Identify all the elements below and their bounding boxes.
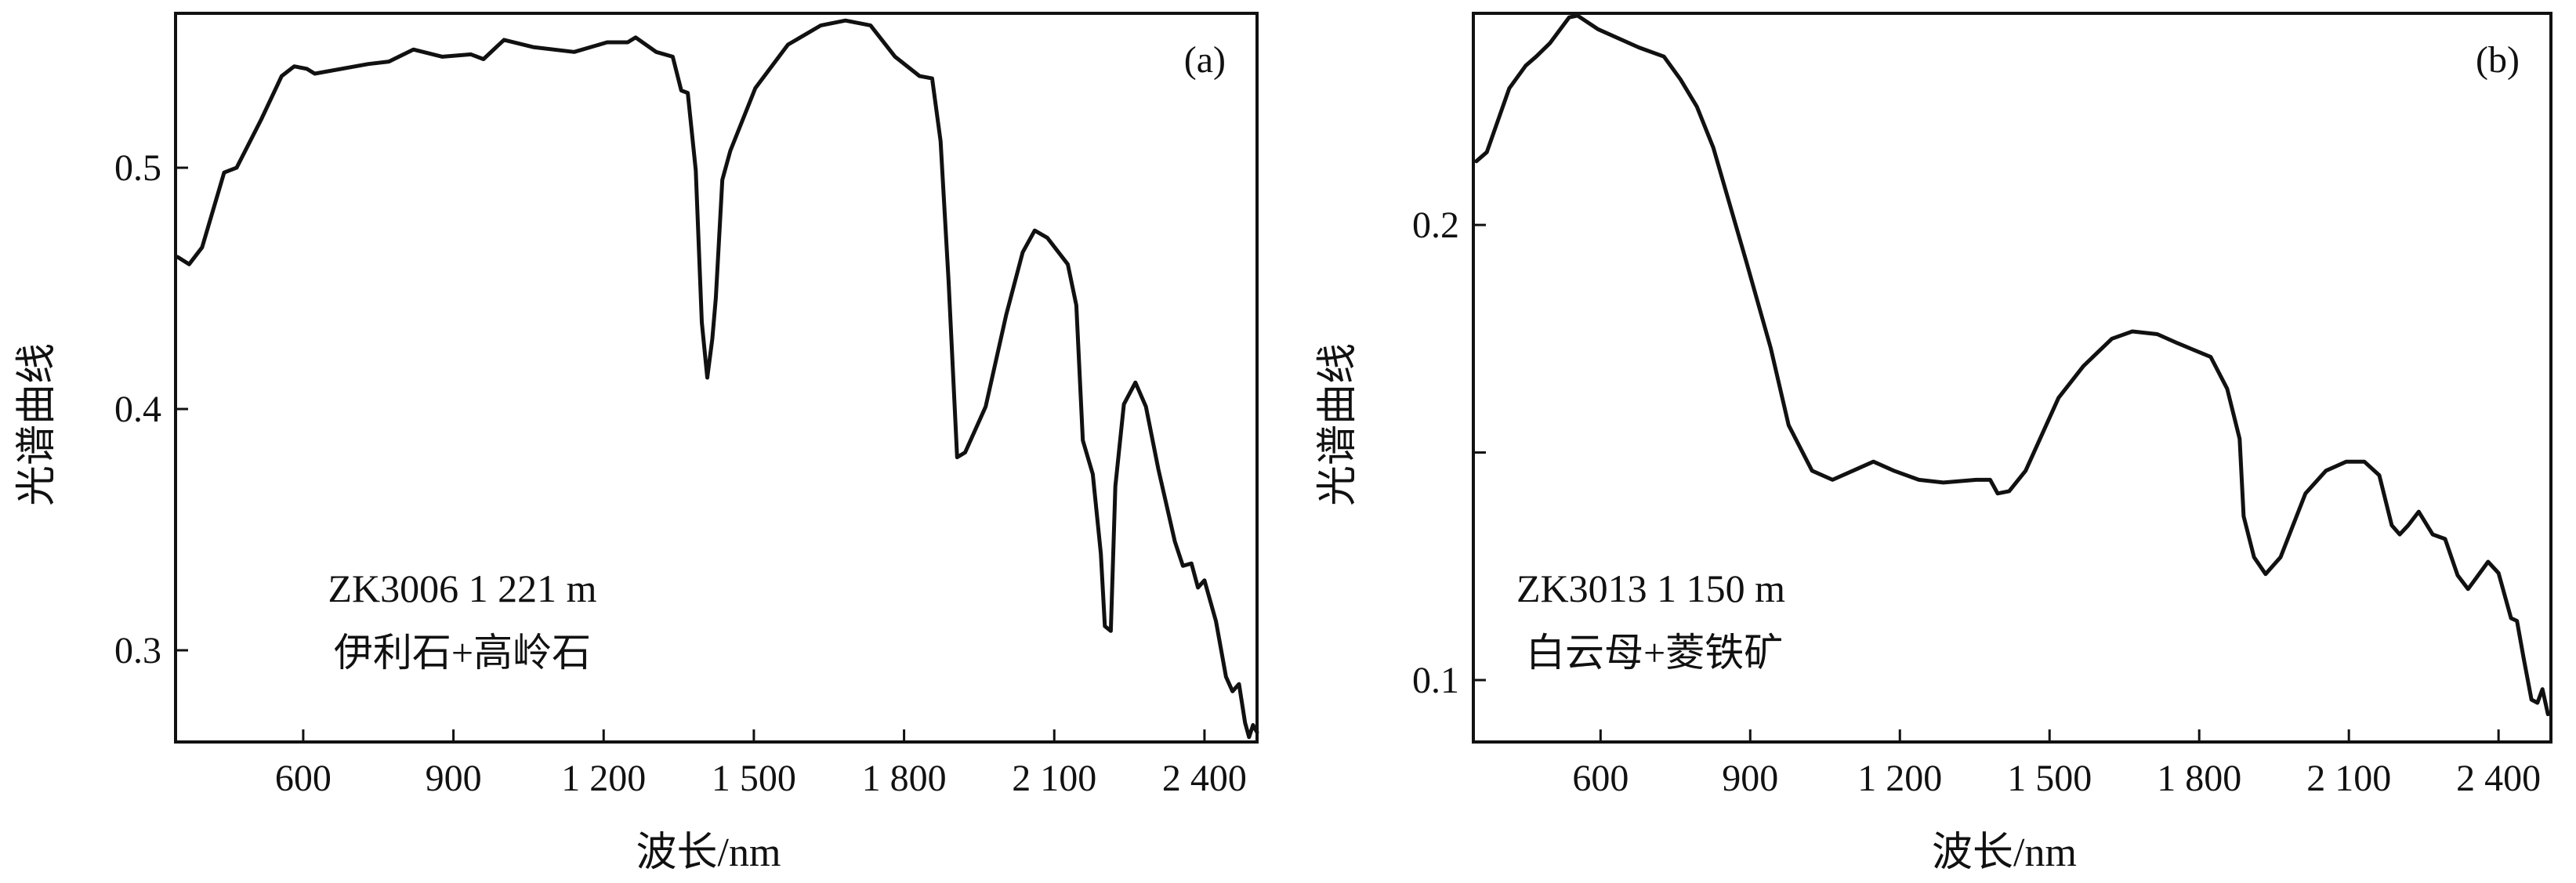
x-tick-label: 2 100 (2306, 758, 2391, 799)
chart-panel-a: 600 900 1 200 1 500 1 800 2 100 2 400 0.3 0.4 0.5… (15, 12, 1259, 875)
sample-annotation: ZK3006 1 221 m (328, 566, 596, 610)
panel-label: (b) (2476, 39, 2520, 81)
x-axis-title: 波长/nm (636, 831, 781, 875)
y-tick-label: 0.2 (1412, 204, 1459, 246)
x-axis-title: 波长/nm (1932, 831, 2077, 875)
y-axis-title: 光谱曲线 (15, 343, 60, 506)
chart-panel-b: 600 900 1 200 1 500 1 800 2 100 2 400 0.1 0.2 (b)… (1316, 12, 2552, 875)
y-tick-label: 0.3 (114, 630, 161, 671)
x-tick-label: 1 500 (2007, 758, 2092, 799)
mineral-annotation: 伊利石+高岭石 (334, 631, 591, 675)
x-tick-label: 1 800 (2157, 758, 2241, 799)
x-tick-label: 2 400 (2456, 758, 2541, 799)
panel-label: (a) (1184, 39, 1226, 81)
spectrum-line (1474, 13, 2550, 717)
x-tick-label: 2 100 (1012, 758, 1096, 799)
x-tick-label: 600 (275, 758, 332, 799)
x-tick-label: 900 (1722, 758, 1778, 799)
y-axis-title: 光谱曲线 (1316, 343, 1360, 506)
y-tick-label: 0.1 (1412, 660, 1459, 701)
spectrum-line (176, 18, 1259, 740)
x-tick-label: 1 800 (862, 758, 947, 799)
x-tick-label: 1 200 (561, 758, 646, 799)
x-tick-label: 600 (1572, 758, 1629, 799)
x-tick-label: 900 (426, 758, 482, 799)
x-tick-label: 2 400 (1162, 758, 1247, 799)
x-tick-label: 1 200 (1857, 758, 1942, 799)
y-tick-label: 0.4 (114, 389, 161, 430)
mineral-annotation: 白云母+菱铁矿 (1526, 631, 1783, 675)
plot-frame (1472, 12, 2552, 744)
sample-annotation: ZK3013 1 150 m (1516, 566, 1785, 610)
y-tick-label: 0.5 (114, 147, 161, 189)
x-tick-label: 1 500 (712, 758, 796, 799)
plot-frame (174, 12, 1259, 744)
